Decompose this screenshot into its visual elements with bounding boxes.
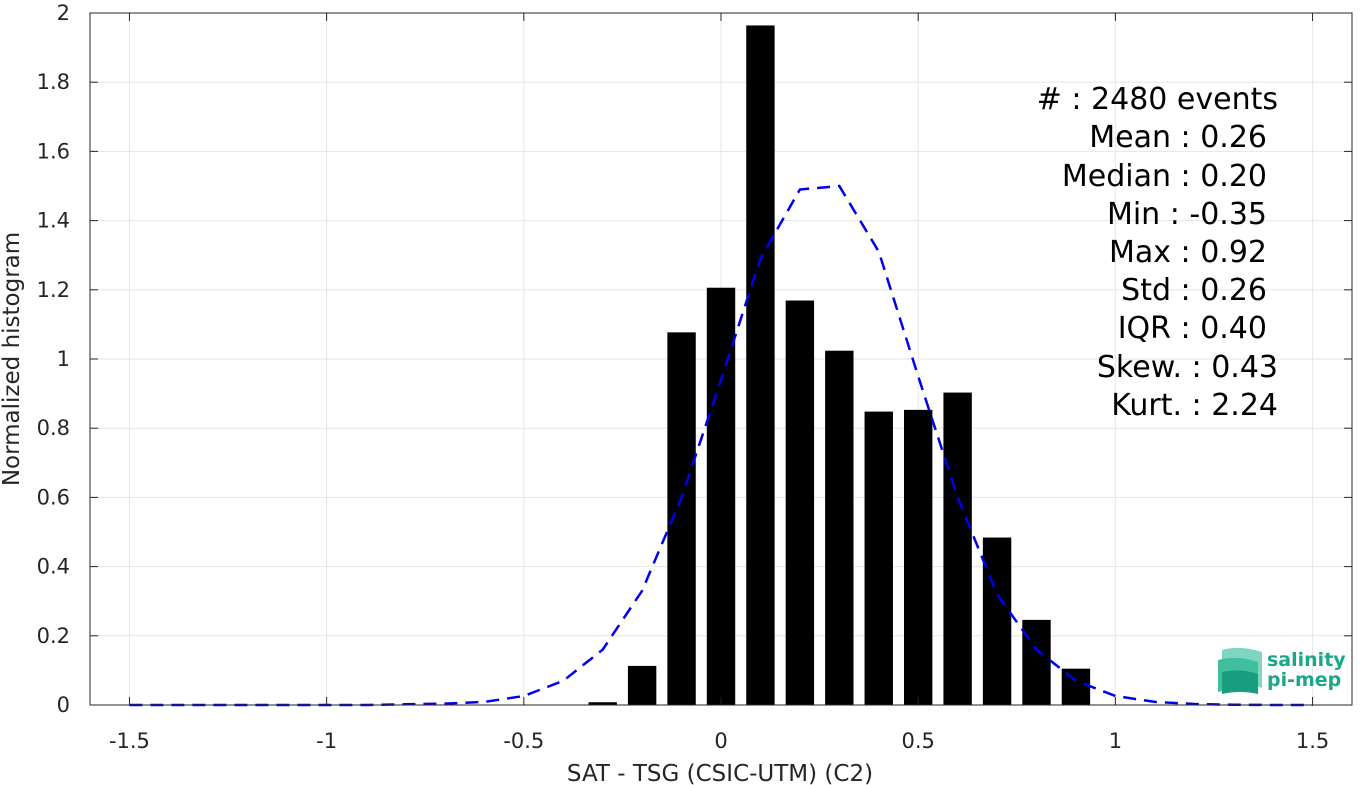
stat-iqr: IQR : 0.40 — [1118, 311, 1267, 346]
bar-4 — [746, 25, 775, 706]
x-tick-label-2: -0.5 — [503, 729, 544, 753]
y-tick-label-5: 1 — [57, 347, 70, 371]
y-axis-title: Normalized histogram — [0, 232, 25, 486]
bar-0 — [588, 702, 617, 705]
stat-min: Min : -0.35 — [1107, 197, 1267, 232]
y-tick-label-7: 1.4 — [37, 209, 70, 233]
y-tick-label-4: 0.8 — [37, 416, 70, 440]
bar-1 — [627, 665, 657, 705]
histogram-bars — [588, 25, 1091, 706]
stat-max: Max : 0.92 — [1109, 235, 1267, 270]
x-tick-label-3: 0 — [714, 729, 727, 753]
stat-count: # : 2480 events — [1037, 82, 1278, 117]
x-tick-label-1: -1 — [316, 729, 337, 753]
bar-7 — [864, 411, 893, 705]
bar-10 — [982, 537, 1012, 705]
stat-std: Std : 0.26 — [1121, 273, 1267, 308]
bar-5 — [785, 300, 815, 705]
x-tick-label-0: -1.5 — [109, 729, 150, 753]
bar-3 — [706, 287, 736, 705]
logo-line1: salinity — [1267, 649, 1346, 671]
bar-11 — [1022, 619, 1051, 705]
x-tick-label-6: 1.5 — [1296, 729, 1329, 753]
x-tick-label-5: 1 — [1109, 729, 1122, 753]
x-axis-title: SAT - TSG (CSIC-UTM) (C2) — [567, 761, 873, 785]
bar-6 — [825, 350, 854, 705]
y-tick-label-10: 2 — [57, 1, 70, 25]
axis-ticks — [90, 12, 1352, 706]
y-tick-label-1: 0.2 — [37, 624, 70, 648]
logo-line2: pi-mep — [1267, 669, 1341, 691]
stat-kurt: Kurt. : 2.24 — [1111, 388, 1278, 423]
stats-annotation: # : 2480 events Mean : 0.26 Median : 0.2… — [1037, 82, 1278, 423]
bar-9 — [943, 392, 972, 705]
y-tick-label-6: 1.2 — [37, 278, 70, 302]
y-tick-label-2: 0.4 — [37, 555, 70, 579]
x-tick-labels: -1.5 -1 -0.5 0 0.5 1 1.5 — [109, 729, 1329, 753]
y-tick-labels: 0 0.2 0.4 0.6 0.8 1 1.2 1.4 1.6 1.8 2 — [37, 1, 70, 717]
y-tick-label-3: 0.6 — [37, 485, 70, 509]
y-tick-label-8: 1.6 — [37, 139, 70, 163]
x-tick-label-4: 0.5 — [901, 729, 934, 753]
y-tick-label-0: 0 — [57, 693, 70, 717]
stat-skew: Skew. : 0.43 — [1097, 350, 1278, 385]
bar-8 — [903, 409, 933, 705]
y-tick-label-9: 1.8 — [37, 70, 70, 94]
logo-wave-icon — [1218, 647, 1262, 694]
stat-median: Median : 0.20 — [1062, 159, 1267, 194]
salinity-pimep-logo: salinity pi-mep — [1218, 647, 1346, 694]
stat-mean: Mean : 0.26 — [1089, 120, 1267, 155]
